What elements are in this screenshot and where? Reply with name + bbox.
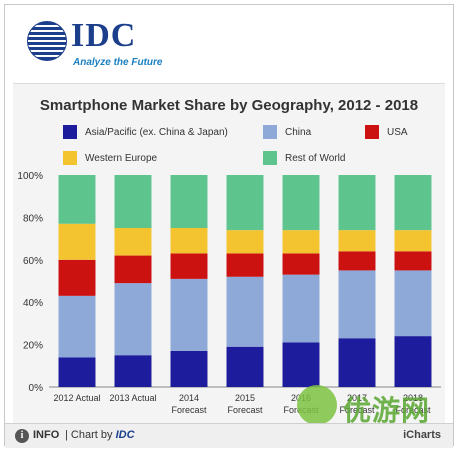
bar-segment [58,295,96,358]
legend-swatch-western-europe [63,151,77,165]
bar-segment [394,230,432,252]
bar-segment [338,175,376,231]
footer: i INFO | Chart by IDC iCharts [5,423,453,448]
legend-label: USA [387,126,408,138]
watermark-text: 优游网 [343,395,431,426]
chart-by-brand: IDC [115,429,135,441]
x-tick-label: Forecast [171,405,207,415]
legend-item-china[interactable]: China [263,125,311,139]
info-link[interactable]: INFO [33,429,60,441]
y-tick-label: 40% [23,298,43,309]
x-tick-label: Forecast [339,405,375,415]
bar-segment [282,253,320,275]
bar-segment [282,230,320,254]
bar-segment [114,255,152,284]
logo-text: IDC [71,17,137,54]
bar-segment [114,283,152,356]
x-tick-label: 2018 [403,393,423,403]
bar-segment [338,338,376,387]
logo-tagline: Analyze the Future [73,57,163,68]
bar-segment [226,276,264,347]
bar-segment [282,342,320,387]
icharts-brand: iCharts [403,429,441,441]
bar-segment [282,175,320,231]
y-tick-label: 80% [23,213,43,224]
legend-label: Western Europe [85,152,158,164]
legend-swatch-china [263,125,277,139]
bar-segment [58,223,96,260]
bar-segment [226,346,264,387]
watermark-mascot-icon [297,385,337,425]
legend-label: Asia/Pacific (ex. China & Japan) [85,126,228,138]
legend-item-western-europe[interactable]: Western Europe [63,151,157,165]
x-tick-label: 2012 Actual [53,393,100,403]
bar-segment [170,228,208,254]
idc-globe-logo [27,21,67,61]
bar-chart-plot: 0% 20% 40% 60% 80% 100% 2012 Actual 2013 Actual… [17,171,441,415]
x-tick-label: 2017 [347,393,367,403]
bar-segment [170,350,208,387]
y-tick-label: 0% [29,383,44,394]
bar-segment [338,230,376,252]
bar-segment [394,251,432,271]
x-tick-label: 2013 Actual [109,393,156,403]
bar-segment [338,251,376,271]
bar-segment [338,270,376,339]
legend-item-rest-of-world[interactable]: Rest of World [263,151,345,165]
bar-segment [114,175,152,228]
y-tick-label: 100% [17,171,43,182]
bar-segment [58,175,96,224]
y-tick-label: 20% [23,341,43,352]
x-tick-label: Forecast [395,405,431,415]
bar-segment [170,253,208,279]
bar-segment [114,228,152,256]
bar-segment [114,355,152,387]
bar-segment [170,278,208,351]
x-tick-label: 2015 [235,393,255,403]
bar-segment [226,253,264,277]
bar-segment [58,357,96,387]
x-tick-label: 2014 [179,393,199,403]
legend-item-usa[interactable]: USA [365,125,408,139]
bar-segment [394,270,432,337]
bar-segment [226,230,264,254]
legend-swatch-asia-pacific [63,125,77,139]
chart-title: Smartphone Market Share by Geography, 20… [39,97,419,114]
chart-frame: IDC Analyze the Future Smartphone Market… [4,4,454,448]
bar-segment [226,175,264,231]
bar-segment [58,259,96,296]
legend-item-asia-pacific[interactable]: Asia/Pacific (ex. China & Japan) [63,125,228,139]
chart-by-prefix: | Chart by [65,429,113,441]
bar-segment [394,175,432,231]
bar-segment [282,274,320,343]
legend-label: Rest of World [285,152,346,164]
legend-swatch-usa [365,125,379,139]
x-tick-label: Forecast [227,405,263,415]
bar-segment [394,336,432,387]
chart-by-credit: | Chart by IDC [65,429,135,441]
legend-label: China [285,126,312,138]
info-icon[interactable]: i [15,429,29,443]
header: IDC Analyze the Future [5,5,453,77]
legend-swatch-rest-of-world [263,151,277,165]
y-tick-label: 60% [23,256,43,267]
bar-segment [170,175,208,228]
